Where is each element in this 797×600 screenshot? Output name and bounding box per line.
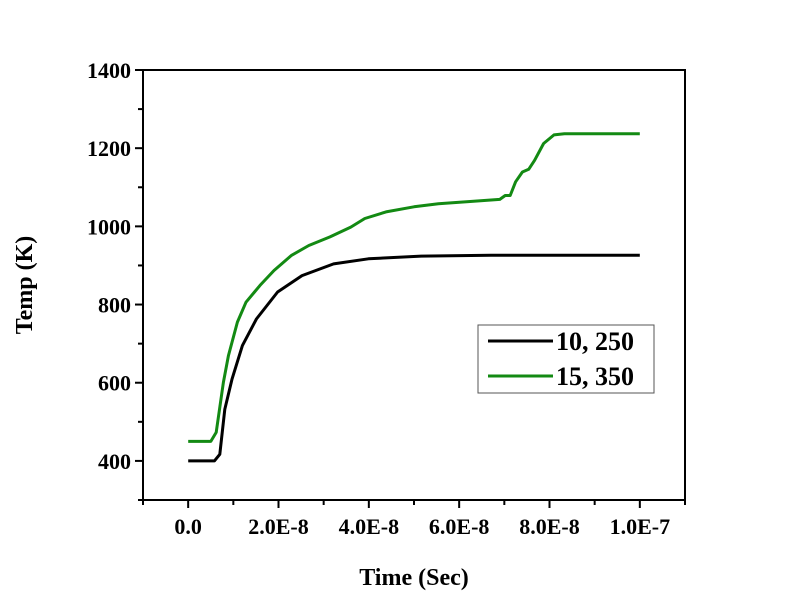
y-tick-label: 1000	[87, 214, 131, 239]
x-tick-label: 2.0E-8	[248, 514, 309, 539]
series-line-0	[188, 253, 640, 463]
y-tick-label: 600	[98, 371, 131, 396]
legend-label-1: 15, 350	[556, 362, 634, 391]
x-tick-label: 6.0E-8	[429, 514, 490, 539]
x-axis-label: Time (Sec)	[359, 565, 469, 591]
series-line-1	[188, 132, 640, 443]
legend-label-0: 10, 250	[556, 327, 634, 356]
legend: 10, 250 15, 350	[477, 324, 655, 394]
x-tick-label: 8.0E-8	[519, 514, 580, 539]
y-tick-label: 400	[98, 449, 131, 474]
legend-box	[477, 324, 655, 394]
y-tick-label: 800	[98, 293, 131, 318]
y-tick-label: 1400	[87, 58, 131, 83]
y-axis-label: Temp (K)	[12, 236, 38, 334]
x-tick-label: 0.0	[174, 514, 202, 539]
x-tick-label: 1.0E-7	[610, 514, 671, 539]
x-tick-label: 4.0E-8	[339, 514, 400, 539]
y-tick-label: 1200	[87, 136, 131, 161]
